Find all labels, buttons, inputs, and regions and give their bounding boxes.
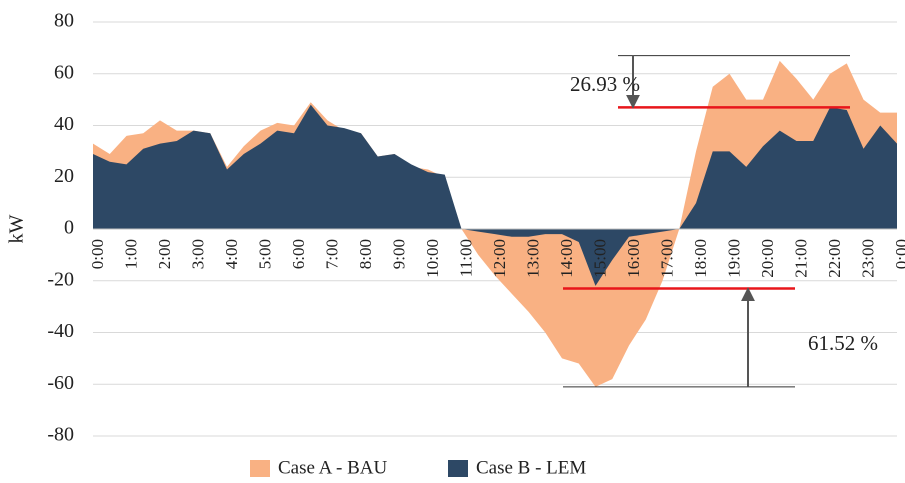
y-tick-label: -80	[47, 424, 74, 446]
x-tick-label: 18:00	[691, 239, 710, 278]
x-tick-label: 0:00	[88, 239, 107, 269]
annotation-text: 26.93 %	[570, 72, 640, 96]
x-tick-label: 5:00	[255, 239, 274, 269]
x-tick-label: 13:00	[523, 239, 542, 278]
y-tick-label: 40	[54, 113, 74, 135]
x-tick-label: 1:00	[121, 239, 140, 269]
area	[93, 104, 897, 286]
y-tick-label: 0	[64, 217, 74, 239]
y-tick-label: 20	[54, 165, 74, 187]
x-tick-label: 16:00	[624, 239, 643, 278]
legend-swatch	[448, 460, 468, 477]
y-tick-label: -60	[47, 372, 74, 394]
x-tick-label: 2:00	[155, 239, 174, 269]
x-tick-label: 10:00	[423, 239, 442, 278]
x-tick-label: 9:00	[389, 239, 408, 269]
legend-label: Case A - BAU	[278, 457, 388, 478]
x-tick-label: 22:00	[825, 239, 844, 278]
legend-swatch	[250, 460, 270, 477]
x-tick-label: 0:00	[892, 239, 905, 269]
x-tick-label: 23:00	[858, 239, 877, 278]
y-tick-label: -20	[47, 268, 74, 290]
y-tick-label: -40	[47, 320, 74, 342]
x-tick-label: 7:00	[322, 239, 341, 269]
x-tick-label: 21:00	[791, 239, 810, 278]
x-tick-label: 8:00	[356, 239, 375, 269]
x-tick-label: 3:00	[188, 239, 207, 269]
legend-label: Case B - LEM	[476, 457, 586, 478]
annotation-text: 61.52 %	[808, 331, 878, 355]
x-tick-label: 19:00	[724, 239, 743, 278]
x-tick-label: 4:00	[222, 239, 241, 269]
y-tick-label: 60	[54, 61, 74, 83]
x-tick-label: 17:00	[657, 239, 676, 278]
x-tick-label: 14:00	[557, 239, 576, 278]
x-tick-label: 11:00	[456, 239, 475, 277]
x-tick-label: 12:00	[490, 239, 509, 278]
x-tick-label: 6:00	[289, 239, 308, 269]
y-axis-label: kW	[6, 214, 28, 243]
x-tick-label: 20:00	[758, 239, 777, 278]
y-tick-label: 80	[54, 10, 74, 32]
x-tick-label: 15:00	[590, 239, 609, 278]
